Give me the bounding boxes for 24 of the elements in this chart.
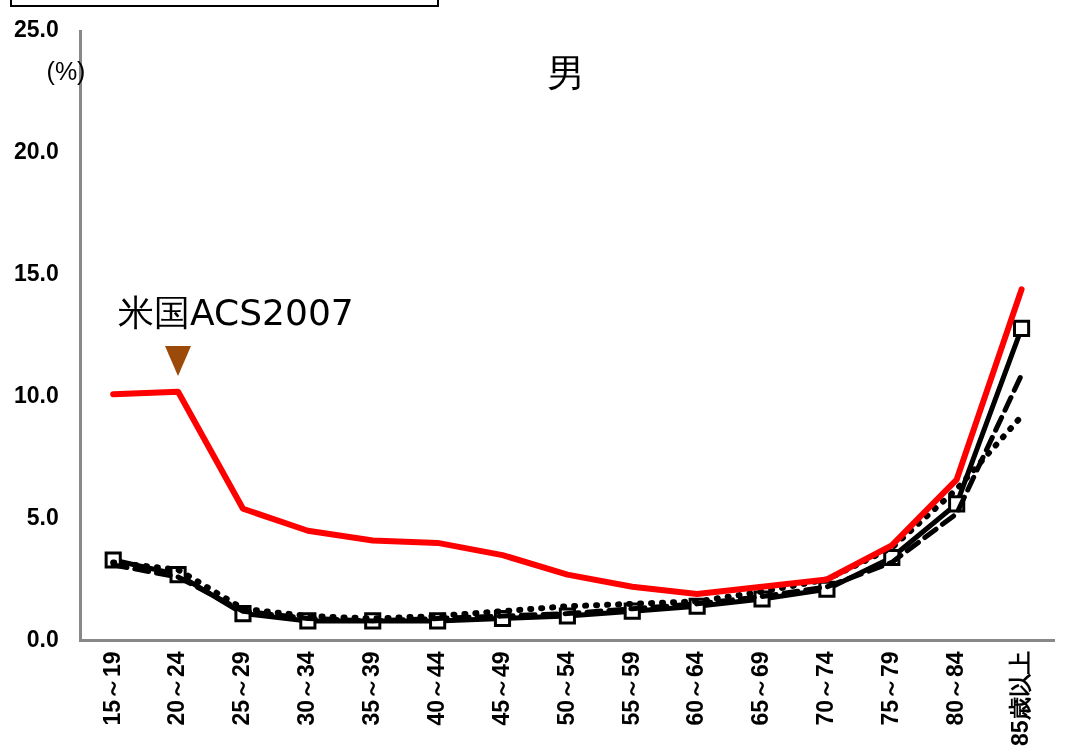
text: 男: [547, 50, 585, 95]
x-tick-label: 50～54: [552, 651, 579, 726]
y-tick-label: 0.0: [26, 625, 59, 652]
x-tick-label: 45～49: [487, 651, 514, 726]
x-tick-label: 80～84: [942, 651, 969, 726]
x-tick-label: 40～44: [422, 651, 449, 726]
x-tick-label: 35～39: [358, 651, 385, 726]
y-tick-label: 20.0: [14, 138, 59, 165]
annotation: 米国ACS2007: [118, 292, 354, 334]
x-tick-label: 75～79: [877, 651, 904, 726]
x-tick-label: 85歳以上: [1006, 651, 1033, 747]
y-axis-title: (%): [46, 56, 86, 85]
x-tick-label: 15～19: [98, 651, 125, 726]
y-tick-label: 5.0: [26, 503, 59, 530]
x-tick-label: 70～74: [812, 651, 839, 726]
y-tick-label: 15.0: [14, 260, 59, 287]
x-tick-label: 30～34: [293, 651, 320, 726]
x-tick-label: 55～59: [617, 651, 644, 726]
x-tick-label: 60～64: [682, 651, 709, 726]
x-tick-label: 20～24: [163, 651, 190, 726]
x-tick-label: 65～69: [747, 651, 774, 726]
y-tick-label: 25.0: [14, 16, 59, 43]
x-tick-label: 25～29: [228, 651, 255, 726]
y-tick-label: 10.0: [14, 381, 59, 408]
